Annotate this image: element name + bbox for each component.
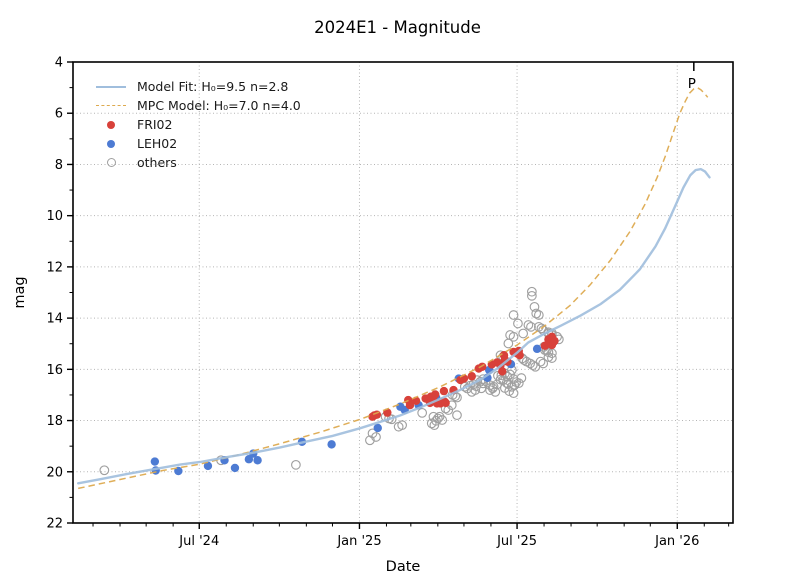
others-point: [367, 428, 378, 439]
others-point: [485, 385, 495, 395]
others-point: [533, 310, 544, 320]
others-point: [470, 385, 481, 395]
others-point: [371, 432, 381, 442]
legend-label-leh02: LEH02: [137, 136, 178, 151]
legend-label-model-fit: Model Fit: H₀=9.5 n=2.8: [137, 79, 289, 94]
leh02-point: [327, 440, 336, 449]
others-point: [519, 355, 529, 365]
others-point: [397, 420, 408, 431]
others-point: [513, 318, 523, 329]
x-tick-label: Jul '24: [178, 534, 219, 549]
others-point: [452, 392, 462, 403]
y-tick-label: 12: [46, 260, 63, 275]
others-point: [434, 411, 445, 422]
y-tick-label: 18: [46, 414, 63, 429]
legend-item-leh02: LEH02: [92, 134, 301, 153]
legend-label-fri02: FRI02: [137, 117, 173, 132]
y-tick-label: 6: [55, 107, 63, 122]
x-tick-label: Jul '25: [496, 534, 537, 549]
others-point: [516, 373, 527, 383]
others-point: [508, 331, 519, 342]
mpc-model-dash-icon: [92, 105, 130, 106]
leh02-point: [150, 457, 160, 466]
others-point: [529, 301, 540, 312]
leh02-point: [253, 456, 262, 465]
others-point: [526, 290, 537, 301]
x-tick-label: Jan '26: [654, 534, 699, 549]
model-fit-curve: [77, 167, 711, 485]
y-tick-label: 10: [46, 209, 63, 224]
y-tick-label: 14: [46, 312, 63, 327]
others-point: [535, 356, 546, 367]
leh02-dot-icon: [92, 139, 130, 148]
mpc-model-curve: [78, 86, 709, 490]
others-point: [525, 358, 535, 369]
legend-item-fri02: FRI02: [92, 115, 301, 134]
others-point: [437, 415, 448, 425]
fri02-point: [439, 386, 449, 396]
legend: Model Fit: H₀=9.5 n=2.8 MPC Model: H₀=7.…: [92, 77, 301, 172]
others-point: [502, 371, 513, 382]
others-point: [523, 320, 534, 330]
legend-label-others: others: [137, 155, 177, 170]
model-fit-line-icon: [92, 85, 130, 88]
x-axis-label: Date: [386, 559, 421, 575]
others-point: [365, 435, 375, 446]
fri02-point: [498, 367, 507, 376]
leh02-point: [230, 463, 240, 473]
others-point: [452, 410, 462, 421]
others-point: [526, 286, 537, 297]
others-point: [526, 321, 536, 332]
others-point: [547, 353, 557, 363]
others-point: [531, 308, 542, 319]
others-point: [518, 328, 529, 339]
others-point: [417, 407, 428, 418]
others-point: [490, 386, 501, 397]
fri02-point: [441, 398, 450, 408]
others-point: [508, 388, 519, 399]
others-point: [513, 378, 524, 389]
y-tick-label: 20: [46, 465, 63, 480]
chart-title: 2024E1 - Magnitude: [314, 18, 481, 37]
y-axis-label: mag: [12, 276, 28, 308]
legend-item-model-fit: Model Fit: H₀=9.5 n=2.8: [92, 77, 301, 96]
fri02-point: [550, 336, 559, 346]
perihelion-label: P: [688, 76, 696, 92]
legend-item-mpc-model: MPC Model: H₀=7.0 n=4.0: [92, 96, 301, 115]
y-tick-label: 22: [46, 517, 63, 532]
y-tick-label: 4: [55, 56, 63, 71]
fri02-dot-icon: [92, 120, 130, 129]
legend-label-mpc-model: MPC Model: H₀=7.0 n=4.0: [137, 98, 301, 113]
leh02-point: [203, 461, 213, 471]
y-tick-label: 16: [46, 363, 63, 378]
others-point: [291, 459, 301, 470]
others-point: [432, 413, 443, 424]
x-tick-label: Jan '25: [336, 534, 381, 549]
legend-item-others: others: [92, 153, 301, 172]
leh02-point: [532, 344, 542, 354]
others-circle-icon: [92, 158, 130, 167]
fri02-point: [467, 372, 476, 381]
fri02-point: [405, 400, 415, 410]
leh02-point: [373, 423, 382, 433]
others-point: [527, 360, 538, 371]
y-tick-label: 8: [55, 158, 63, 173]
others-point: [99, 465, 110, 476]
fri02-point: [431, 390, 440, 399]
others-point: [538, 358, 549, 369]
others-point: [508, 310, 519, 320]
